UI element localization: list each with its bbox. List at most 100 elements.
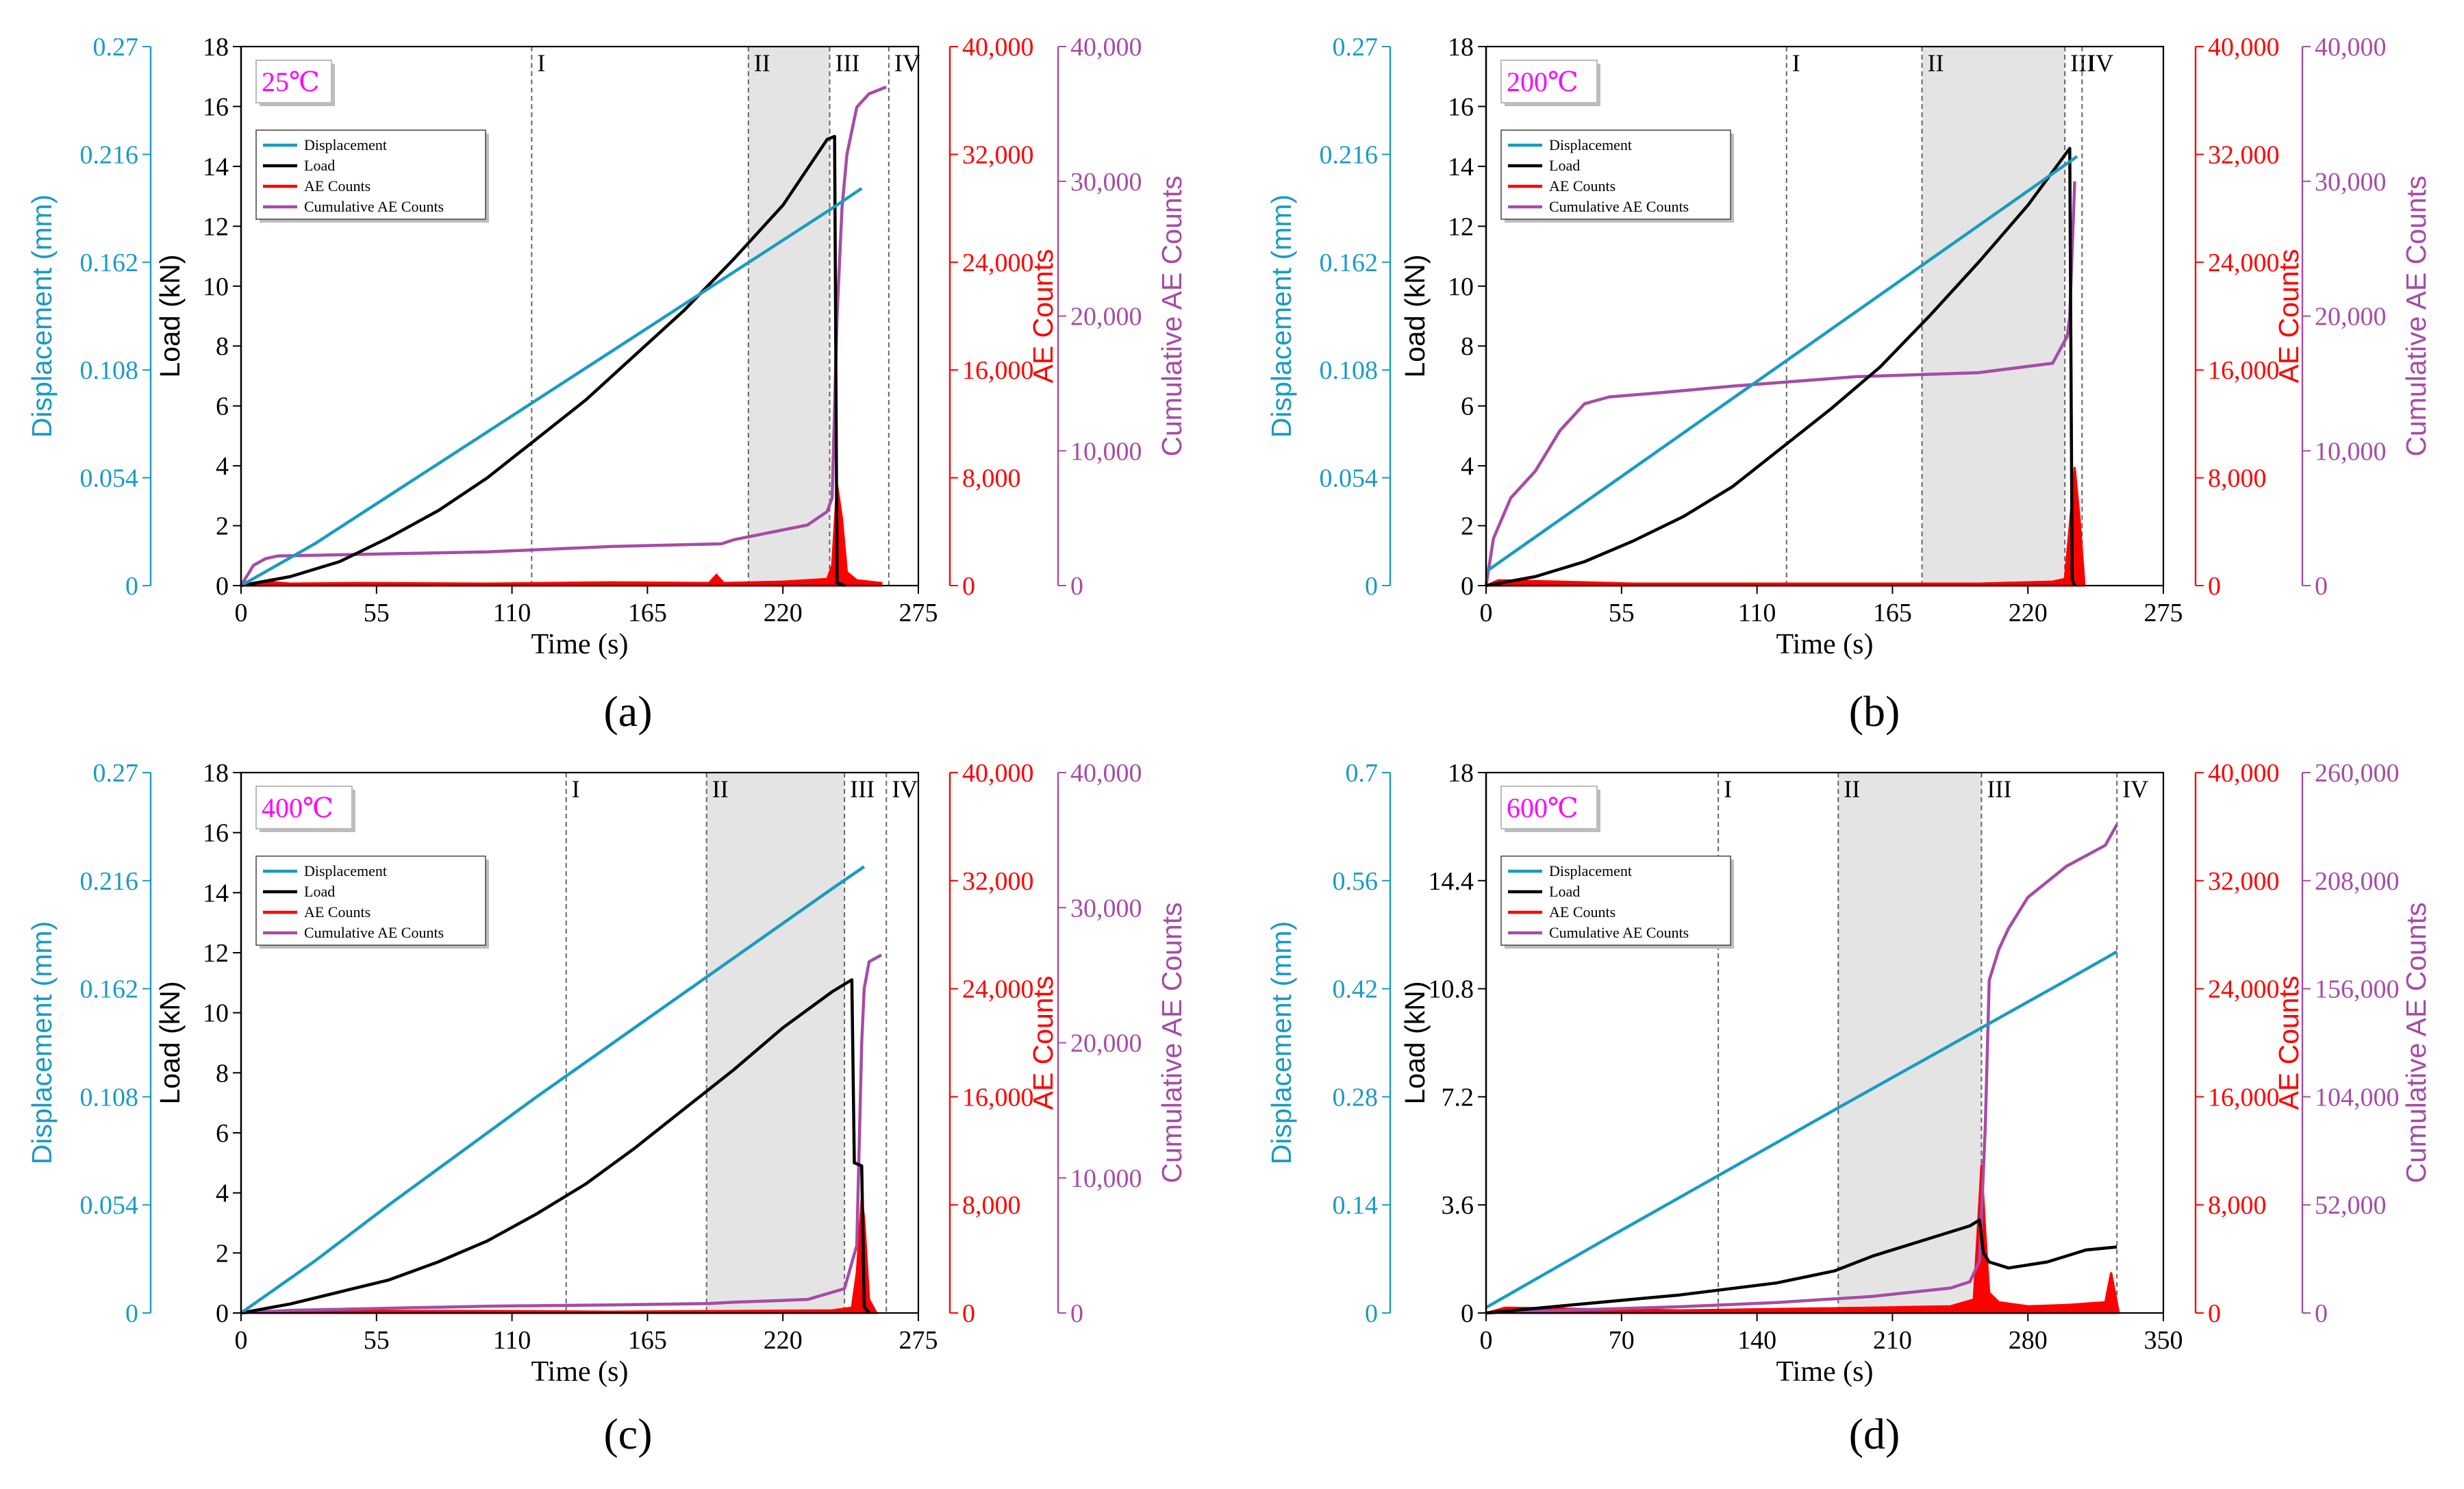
load-tick-label: 14 [203, 879, 229, 908]
series-cumulative-ae-counts [1485, 823, 2119, 1315]
displacement-tick-label: 0.7 [1346, 759, 1379, 788]
legend-item: Cumulative AE Counts [304, 198, 444, 215]
series-load [240, 978, 870, 1315]
legend-item: AE Counts [1549, 177, 1616, 195]
temperature-label: 200℃ [1507, 66, 1579, 97]
ae-tick-label: 0 [2208, 1299, 2221, 1328]
cumulative-tick-label: 0 [2315, 572, 2328, 601]
stage-label: III [835, 49, 860, 77]
displacement-tick-label: 0.162 [80, 975, 139, 1004]
cumulative-axis-title: Cumulative AE Counts [1156, 175, 1187, 456]
x-tick-label: 275 [899, 1326, 938, 1355]
series-cumulative-ae-counts [240, 85, 888, 587]
x-tick-label: 0 [1480, 1326, 1493, 1355]
panel-label: (c) [603, 1410, 652, 1458]
legend-item: Displacement [304, 862, 387, 879]
load-axis-title: Load (kN) [154, 254, 186, 377]
ae-tick-label: 32,000 [962, 867, 1034, 896]
load-tick-label: 10 [203, 273, 229, 301]
cumulative-tick-label: 10,000 [2315, 437, 2387, 466]
load-tick-label: 12 [203, 212, 229, 241]
load-tick-label: 6 [216, 1119, 229, 1148]
stage-label: IV [892, 775, 918, 803]
load-axis-title: Load (kN) [1399, 981, 1431, 1104]
load-tick-label: 7.2 [1442, 1083, 1474, 1112]
load-tick-label: 4 [1461, 452, 1474, 481]
stage-label: II [1844, 775, 1860, 803]
displacement-tick-label: 0.14 [1333, 1191, 1379, 1220]
displacement-tick-label: 0 [125, 572, 138, 601]
ae-tick-label: 16,000 [2208, 1083, 2280, 1112]
displacement-axis-title: Displacement (mm) [1266, 921, 1297, 1164]
displacement-tick-label: 0.42 [1333, 975, 1379, 1004]
x-tick-label: 210 [1873, 1326, 1912, 1355]
displacement-tick-label: 0.27 [93, 759, 139, 788]
load-tick-label: 2 [216, 512, 229, 541]
x-tick-label: 110 [1738, 599, 1776, 627]
x-tick-label: 220 [2009, 599, 2048, 627]
cumulative-tick-label: 30,000 [1070, 168, 1142, 197]
displacement-tick-label: 0.27 [1333, 33, 1379, 62]
legend-item: Cumulative AE Counts [1549, 198, 1689, 215]
series-load [1485, 1218, 2117, 1315]
load-axis-title: Load (kN) [154, 981, 186, 1104]
stage-label: II [712, 775, 729, 803]
x-tick-label: 165 [1873, 599, 1912, 627]
x-tick-label: 70 [1609, 1326, 1635, 1355]
displacement-axis-title: Displacement (mm) [26, 195, 58, 438]
ae-tick-label: 32,000 [2208, 140, 2280, 169]
stage-shade [1922, 47, 2065, 586]
ae-axis-title: AE Counts [2273, 976, 2304, 1110]
ae-tick-label: 32,000 [2208, 867, 2280, 896]
x-axis-title: Time (s) [1776, 1356, 1874, 1388]
load-tick-label: 0 [1461, 572, 1474, 601]
load-tick-label: 2 [216, 1239, 229, 1268]
cumulative-tick-label: 30,000 [1070, 894, 1142, 923]
ae-tick-label: 8,000 [962, 1191, 1021, 1220]
load-tick-label: 2 [1461, 512, 1474, 541]
load-tick-label: 4 [216, 452, 229, 481]
stage-label: III [1987, 775, 2011, 803]
temperature-box [255, 60, 332, 103]
load-tick-label: 6 [1461, 392, 1474, 421]
x-tick-label: 220 [764, 1326, 803, 1355]
legend-item: AE Counts [1549, 903, 1616, 921]
ae-tick-label: 16,000 [2208, 356, 2280, 385]
legend-item: Load [304, 157, 335, 174]
displacement-tick-label: 0 [1365, 572, 1378, 601]
x-tick-label: 275 [2144, 599, 2183, 627]
displacement-tick-label: 0 [1365, 1299, 1378, 1328]
legend-item: Cumulative AE Counts [304, 924, 444, 941]
ae-tick-label: 32,000 [962, 140, 1034, 169]
x-axis-title: Time (s) [1776, 629, 1874, 660]
cumulative-axis-title: Cumulative AE Counts [2400, 902, 2432, 1183]
ae-tick-label: 24,000 [2208, 975, 2280, 1004]
cumulative-tick-label: 260,000 [2315, 759, 2400, 788]
panel-label: (a) [603, 687, 652, 736]
x-tick-label: 55 [364, 1326, 390, 1355]
cumulative-tick-label: 40,000 [2315, 33, 2387, 62]
displacement-tick-label: 0.56 [1333, 867, 1379, 896]
cumulative-axis-title: Cumulative AE Counts [1156, 902, 1187, 1183]
legend-item: AE Counts [304, 177, 370, 195]
displacement-tick-label: 0.28 [1333, 1083, 1379, 1112]
cumulative-axis-title: Cumulative AE Counts [2400, 175, 2432, 456]
load-tick-label: 8 [216, 1059, 229, 1088]
stage-shade [748, 47, 830, 586]
series-cumulative-ae-counts [240, 953, 883, 1315]
cumulative-tick-label: 20,000 [1070, 303, 1142, 331]
ae-tick-label: 8,000 [962, 464, 1021, 493]
x-tick-label: 165 [628, 1326, 667, 1355]
ae-tick-label: 0 [962, 572, 975, 601]
plot-frame [1485, 771, 2165, 1314]
load-tick-label: 10.8 [1429, 975, 1474, 1004]
displacement-axis-title: Displacement (mm) [1266, 195, 1297, 438]
load-tick-label: 12 [1448, 212, 1474, 241]
ae-tick-label: 40,000 [2208, 33, 2280, 62]
panel-label: (b) [1849, 687, 1900, 736]
load-tick-label: 10 [1448, 273, 1474, 301]
